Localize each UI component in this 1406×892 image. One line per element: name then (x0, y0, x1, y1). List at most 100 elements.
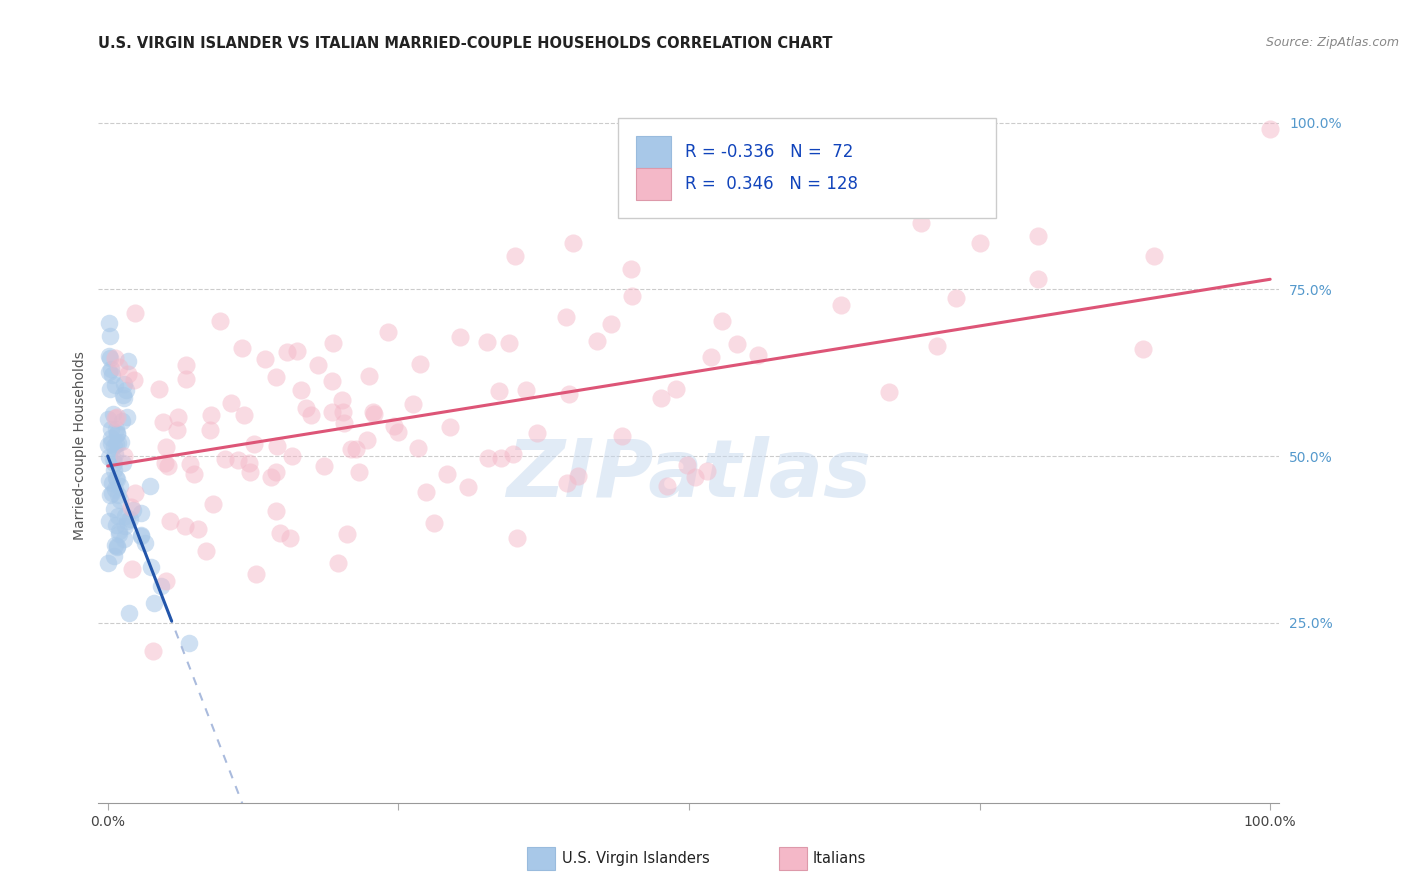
Point (359, 369, 381, 384)
Point (100, 431, 122, 445)
Text: R =  0.346   N = 128: R = 0.346 N = 128 (685, 175, 859, 193)
Point (200, 408, 222, 422)
Point (266, 503, 288, 517)
Point (725, 336, 748, 351)
Point (290, 383, 312, 397)
Point (477, 450, 499, 465)
Point (558, 387, 581, 401)
Point (620, 289, 643, 303)
Point (406, 441, 429, 455)
Point (112, 377, 135, 392)
Point (179, 457, 201, 471)
Point (200, 423, 222, 437)
Point (1026, 271, 1049, 285)
Point (187, 522, 209, 536)
Point (349, 465, 371, 479)
Point (457, 480, 479, 494)
Point (208, 314, 231, 328)
Point (129, 506, 152, 520)
Point (506, 532, 529, 546)
Point (101, 368, 124, 383)
Point (254, 352, 277, 367)
Point (794, 182, 817, 196)
Point (945, 291, 967, 305)
Point (1026, 228, 1049, 243)
Point (100, 422, 122, 436)
Point (332, 416, 354, 430)
Point (502, 447, 524, 461)
Point (117, 354, 139, 368)
Point (515, 383, 537, 397)
Point (330, 392, 353, 407)
Point (97, 349, 120, 363)
Point (676, 458, 699, 473)
Point (322, 335, 344, 350)
Point (152, 415, 174, 429)
Point (97, 474, 120, 488)
Point (100, 351, 122, 366)
Point (554, 310, 576, 324)
Point (110, 479, 132, 493)
Point (1258, 122, 1281, 136)
Point (555, 475, 578, 490)
Bar (636, 168, 671, 200)
Point (104, 351, 127, 365)
Point (245, 567, 267, 582)
Point (104, 411, 127, 425)
Point (266, 439, 288, 453)
Text: Source: ZipAtlas.com: Source: ZipAtlas.com (1265, 36, 1399, 49)
Point (157, 458, 180, 473)
Point (122, 503, 145, 517)
Point (402, 396, 425, 410)
Point (105, 472, 128, 486)
Point (166, 423, 188, 437)
Point (503, 249, 526, 263)
Point (105, 409, 128, 424)
Point (103, 502, 125, 516)
Point (114, 383, 136, 397)
Point (307, 358, 329, 372)
Point (599, 317, 621, 331)
Point (115, 410, 138, 425)
Point (650, 391, 672, 405)
Point (122, 373, 145, 387)
Point (488, 384, 510, 398)
Point (561, 235, 583, 250)
Point (97, 365, 120, 379)
Point (105, 427, 128, 442)
FancyBboxPatch shape (619, 118, 995, 218)
Point (232, 409, 254, 423)
Point (340, 442, 363, 457)
Text: R = -0.336   N =  72: R = -0.336 N = 72 (685, 143, 853, 161)
Y-axis label: Married-couple Households: Married-couple Households (73, 351, 87, 541)
Point (107, 524, 129, 538)
Point (436, 467, 458, 481)
Text: ZIPatlas: ZIPatlas (506, 435, 872, 514)
Point (167, 409, 190, 424)
Point (1143, 249, 1166, 263)
Point (105, 437, 128, 451)
Point (830, 298, 852, 312)
Point (377, 326, 399, 340)
Point (177, 636, 200, 650)
Point (336, 527, 359, 541)
Point (139, 559, 162, 574)
Point (299, 409, 322, 423)
Point (107, 540, 129, 554)
Point (269, 525, 291, 540)
Point (678, 182, 700, 196)
Point (344, 442, 367, 456)
Point (1132, 342, 1154, 356)
Point (112, 532, 135, 546)
Text: U.S. VIRGIN ISLANDER VS ITALIAN MARRIED-COUPLE HOUSEHOLDS CORRELATION CHART: U.S. VIRGIN ISLANDER VS ITALIAN MARRIED-… (98, 36, 832, 51)
Point (449, 330, 471, 344)
Text: U.S. Virgin Islanders: U.S. Virgin Islanders (562, 851, 710, 865)
Point (696, 464, 718, 478)
Point (657, 479, 679, 493)
Point (98, 450, 121, 465)
Point (100, 435, 122, 450)
Point (260, 469, 283, 483)
Point (969, 235, 991, 250)
Point (101, 408, 124, 422)
Point (129, 528, 152, 542)
